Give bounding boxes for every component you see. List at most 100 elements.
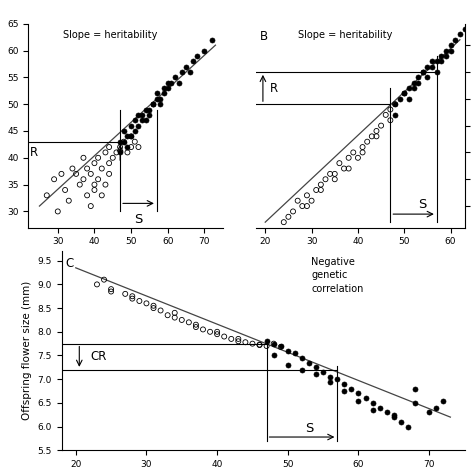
Point: [128, 295, 136, 302]
Point: [156, 100, 164, 108]
Point: [109, 154, 117, 162]
Point: [289, 208, 297, 215]
Point: [442, 47, 450, 55]
Point: [322, 175, 329, 183]
Point: [105, 143, 113, 151]
Point: [131, 117, 138, 124]
Point: [368, 133, 375, 140]
Point: [391, 111, 399, 118]
Point: [433, 68, 440, 76]
Point: [280, 219, 288, 226]
Point: [373, 133, 380, 140]
Point: [201, 47, 208, 55]
Point: [83, 165, 91, 173]
Point: [340, 380, 348, 388]
Point: [54, 208, 62, 215]
Point: [298, 366, 306, 374]
Point: [220, 333, 228, 340]
Point: [121, 290, 129, 298]
Point: [419, 68, 427, 76]
Point: [347, 385, 355, 392]
Point: [331, 175, 338, 183]
Text: Slope = heritability: Slope = heritability: [298, 30, 392, 40]
Point: [277, 342, 284, 350]
Point: [213, 330, 221, 338]
Point: [193, 52, 201, 60]
Point: [359, 143, 366, 151]
Point: [438, 52, 445, 60]
Point: [65, 197, 73, 204]
Point: [142, 117, 150, 124]
Point: [120, 138, 128, 146]
Point: [336, 159, 343, 167]
Point: [377, 122, 385, 129]
Point: [401, 90, 408, 97]
Point: [83, 191, 91, 199]
Point: [326, 170, 334, 178]
Point: [94, 154, 102, 162]
Point: [345, 154, 353, 162]
Text: R: R: [30, 146, 38, 159]
Point: [327, 378, 334, 385]
Point: [157, 307, 164, 314]
Point: [128, 133, 135, 140]
Point: [136, 297, 143, 305]
Text: S: S: [134, 213, 143, 226]
Point: [100, 276, 108, 283]
Point: [263, 337, 270, 345]
Point: [61, 186, 69, 194]
Point: [192, 323, 200, 331]
Point: [425, 409, 433, 416]
Point: [138, 111, 146, 118]
Point: [396, 95, 403, 102]
Point: [397, 418, 405, 426]
Point: [369, 406, 376, 414]
Point: [355, 397, 362, 404]
Point: [98, 191, 106, 199]
Point: [456, 31, 464, 38]
Point: [150, 304, 157, 312]
Point: [305, 359, 313, 366]
Point: [175, 79, 182, 86]
Point: [58, 170, 65, 178]
Point: [76, 181, 83, 188]
Text: C: C: [65, 257, 74, 270]
Point: [256, 341, 264, 348]
Point: [135, 111, 142, 118]
Point: [116, 149, 124, 156]
Text: CR: CR: [90, 350, 106, 363]
Point: [362, 394, 369, 402]
Point: [442, 52, 450, 60]
Point: [242, 338, 249, 346]
Point: [303, 202, 311, 210]
Point: [235, 337, 242, 345]
Point: [355, 390, 362, 397]
Point: [128, 122, 135, 129]
Point: [107, 285, 115, 293]
Point: [179, 68, 186, 76]
Point: [284, 347, 292, 355]
Point: [438, 57, 445, 65]
Point: [303, 191, 311, 199]
Point: [373, 127, 380, 135]
Point: [124, 149, 131, 156]
Point: [131, 127, 138, 135]
Point: [451, 36, 459, 44]
Point: [116, 138, 124, 146]
Text: R: R: [270, 82, 278, 95]
Point: [411, 385, 419, 392]
Point: [146, 106, 153, 113]
Point: [113, 149, 120, 156]
Point: [256, 341, 264, 349]
Point: [249, 340, 256, 347]
Point: [156, 95, 164, 102]
Text: S: S: [305, 422, 314, 435]
Point: [73, 170, 80, 178]
Point: [98, 165, 106, 173]
Point: [327, 373, 334, 381]
Point: [291, 349, 299, 357]
Point: [419, 68, 427, 76]
Point: [369, 399, 376, 407]
Point: [146, 111, 153, 118]
Text: Negative
genetic
correlation: Negative genetic correlation: [311, 257, 364, 293]
